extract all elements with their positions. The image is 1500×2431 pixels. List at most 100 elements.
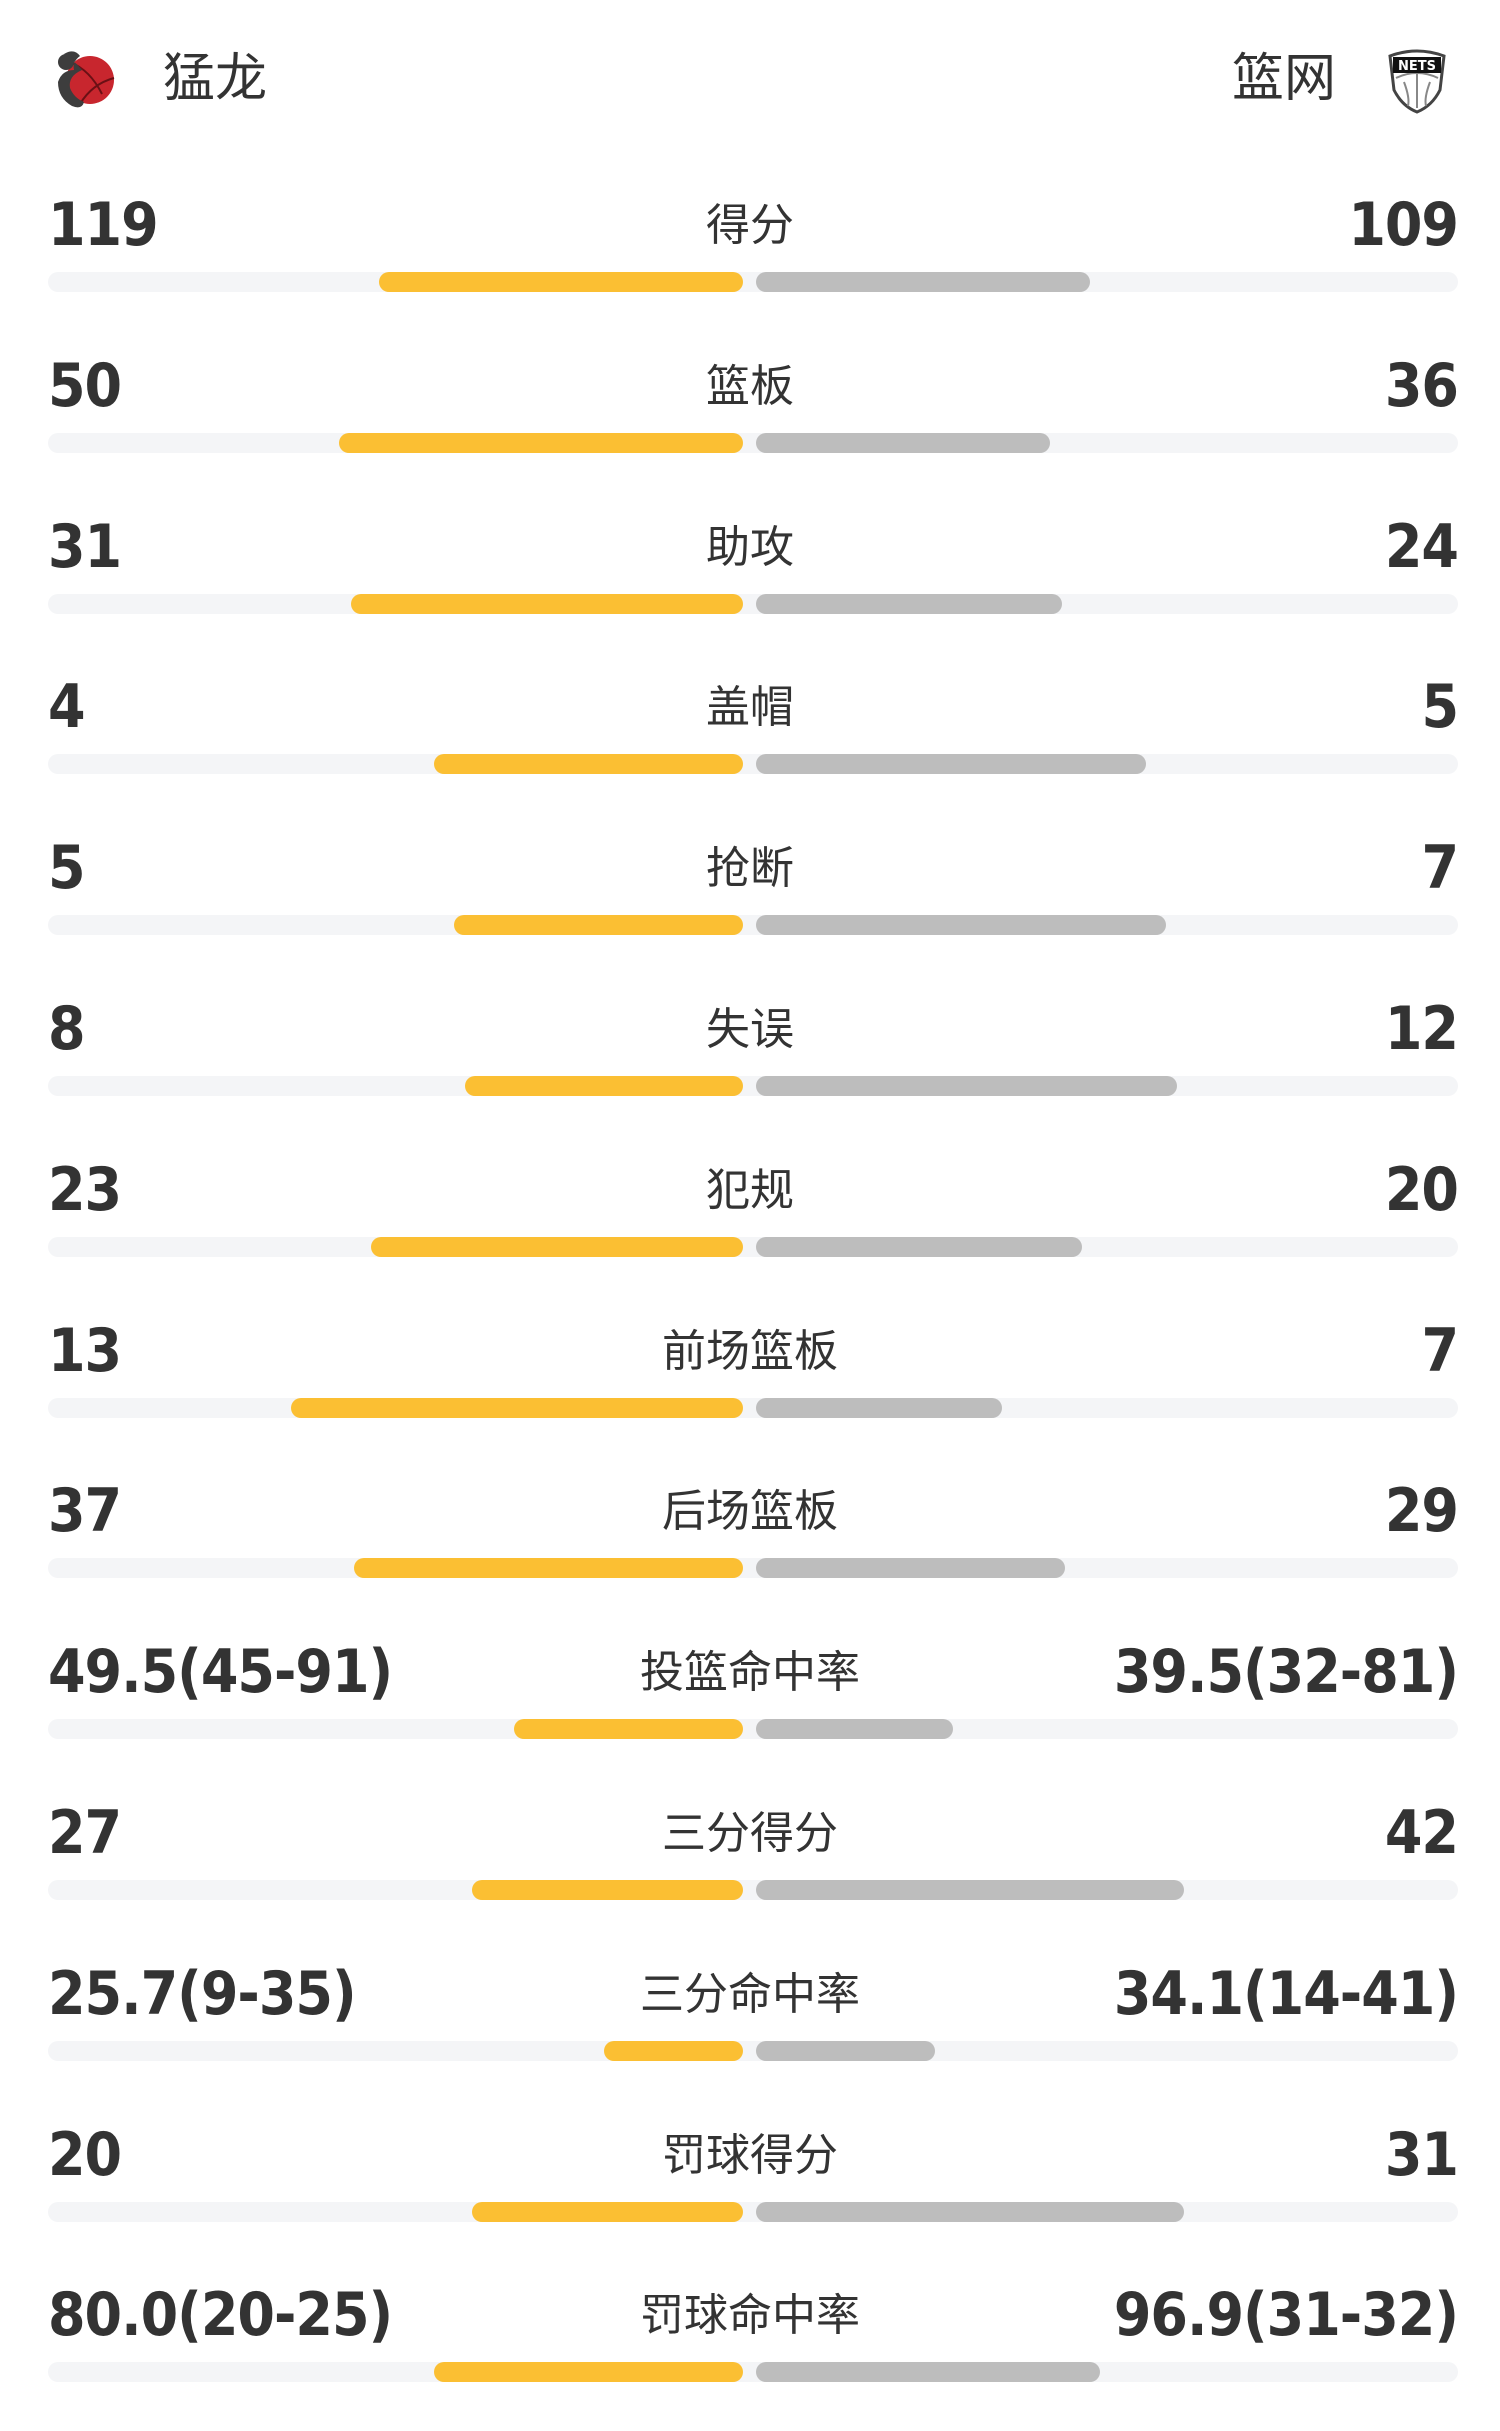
stat-row: 25.7(9-35) 三分命中率 34.1(14-41) xyxy=(0,1949,1500,2110)
stat-row: 31 助攻 24 xyxy=(0,502,1500,663)
away-stat-value: 96.9(31-32) xyxy=(1113,2280,1459,2351)
stat-track xyxy=(48,1880,1458,1900)
away-stat-bar xyxy=(756,1397,1002,1418)
away-stat-value: 5 xyxy=(1421,672,1459,743)
home-stat-bar xyxy=(339,432,743,453)
away-stat-bar xyxy=(756,754,1146,775)
home-stat-bar xyxy=(513,1719,743,1740)
away-stat-value: 29 xyxy=(1384,1476,1459,1547)
stat-track xyxy=(48,593,1458,614)
raptors-logo-icon xyxy=(58,51,115,108)
stat-row: 80.0(20-25) 罚球命中率 96.9(31-32) xyxy=(0,2270,1500,2431)
away-stat-bar xyxy=(756,1076,1178,1096)
home-stat-bar xyxy=(371,1236,743,1257)
stat-label: 投篮命中率 xyxy=(640,1647,860,1699)
stat-label: 犯规 xyxy=(706,1164,794,1216)
away-stat-value: 36 xyxy=(1384,350,1459,421)
away-stat-value: 24 xyxy=(1384,511,1459,582)
stat-row: 27 三分得分 42 xyxy=(0,1788,1500,1949)
stat-label: 篮板 xyxy=(706,360,794,412)
stat-row: 37 后场篮板 29 xyxy=(0,1466,1500,1627)
home-stat-value: 4 xyxy=(48,672,86,743)
home-stat-value: 20 xyxy=(48,2119,122,2190)
home-stat-bar xyxy=(291,1397,743,1418)
away-stat-bar xyxy=(756,2362,1100,2383)
away-stat-value: 42 xyxy=(1384,1798,1459,1868)
nets-logo-text: NETS xyxy=(1398,59,1436,74)
stat-track xyxy=(48,1558,1458,1579)
home-stat-bar xyxy=(471,2201,743,2222)
stat-row: 23 犯规 20 xyxy=(0,1145,1500,1306)
home-stat-value: 23 xyxy=(48,1154,122,1225)
away-stat-value: 109 xyxy=(1348,190,1459,260)
home-stat-value: 31 xyxy=(48,511,122,582)
stat-track xyxy=(48,2362,1458,2383)
stat-row: 119 得分 109 xyxy=(0,180,1500,341)
away-stat-value: 20 xyxy=(1384,1154,1459,1225)
away-stat-bar xyxy=(756,272,1091,292)
stat-track xyxy=(48,754,1458,775)
away-team-name: 篮网 xyxy=(1232,49,1337,109)
nets-logo-icon: NETS xyxy=(1388,49,1446,114)
away-stat-bar xyxy=(756,915,1166,936)
home-team-name: 猛龙 xyxy=(163,49,268,109)
home-stat-bar xyxy=(353,1558,743,1579)
away-stat-bar xyxy=(756,432,1051,453)
stat-row: 50 篮板 36 xyxy=(0,341,1500,502)
stat-track xyxy=(48,2040,1458,2061)
home-stat-value: 25.7(9-35) xyxy=(48,1958,357,2029)
home-stat-bar xyxy=(453,915,743,936)
stat-label: 三分得分 xyxy=(662,1808,838,1859)
stat-track xyxy=(48,1397,1458,1418)
home-stat-bar xyxy=(433,2362,743,2383)
stat-label: 得分 xyxy=(706,200,794,251)
away-stat-value: 31 xyxy=(1384,2119,1459,2190)
stat-label: 抢断 xyxy=(706,843,794,895)
stat-track xyxy=(48,1076,1458,1096)
away-stat-bar xyxy=(756,1558,1065,1579)
away-stat-bar xyxy=(756,2040,935,2061)
away-stat-value: 7 xyxy=(1421,1315,1459,1386)
home-stat-value: 49.5(45-91) xyxy=(48,1637,393,1708)
away-stat-bar xyxy=(756,1236,1083,1257)
away-stat-bar xyxy=(756,1880,1185,1900)
home-stat-value: 27 xyxy=(48,1798,122,1868)
home-stat-bar xyxy=(465,1076,743,1096)
stat-track xyxy=(48,2201,1458,2222)
stat-row: 20 罚球得分 31 xyxy=(0,2110,1500,2271)
home-stat-bar xyxy=(351,593,743,614)
stat-track xyxy=(48,272,1458,292)
stat-track xyxy=(48,915,1458,936)
stat-label: 罚球得分 xyxy=(662,2129,838,2181)
stat-row: 49.5(45-91) 投篮命中率 39.5(32-81) xyxy=(0,1627,1500,1788)
home-stat-value: 50 xyxy=(48,350,122,421)
stat-label: 前场篮板 xyxy=(662,1325,838,1377)
home-stat-value: 8 xyxy=(48,994,86,1064)
stat-label: 助攻 xyxy=(706,521,794,573)
home-stat-value: 37 xyxy=(48,1476,122,1547)
away-stat-bar xyxy=(756,2201,1185,2222)
stat-track xyxy=(48,1719,1458,1740)
stat-label: 三分命中率 xyxy=(640,1968,860,2020)
stat-label: 失误 xyxy=(706,1004,794,1055)
stat-label: 盖帽 xyxy=(706,682,794,734)
stat-label: 后场篮板 xyxy=(662,1486,838,1538)
away-stat-value: 34.1(14-41) xyxy=(1113,1958,1459,2029)
home-stat-value: 80.0(20-25) xyxy=(48,2280,393,2351)
away-stat-value: 39.5(32-81) xyxy=(1113,1637,1459,1708)
away-stat-bar xyxy=(756,593,1063,614)
home-stat-bar xyxy=(378,272,743,292)
away-stat-value: 12 xyxy=(1384,994,1459,1064)
stat-row: 8 失误 12 xyxy=(0,984,1500,1145)
stat-row: 5 抢断 7 xyxy=(0,823,1500,984)
home-stat-value: 119 xyxy=(48,190,159,260)
stat-track xyxy=(48,1236,1458,1257)
stat-track xyxy=(48,432,1458,453)
away-stat-value: 7 xyxy=(1421,833,1459,904)
home-stat-bar xyxy=(471,1880,743,1900)
home-stat-value: 5 xyxy=(48,833,86,904)
stat-row: 13 前场篮板 7 xyxy=(0,1306,1500,1467)
team-header: 猛龙 篮网 NETS xyxy=(0,0,1500,160)
home-stat-value: 13 xyxy=(48,1315,122,1386)
home-stat-bar xyxy=(433,754,743,775)
